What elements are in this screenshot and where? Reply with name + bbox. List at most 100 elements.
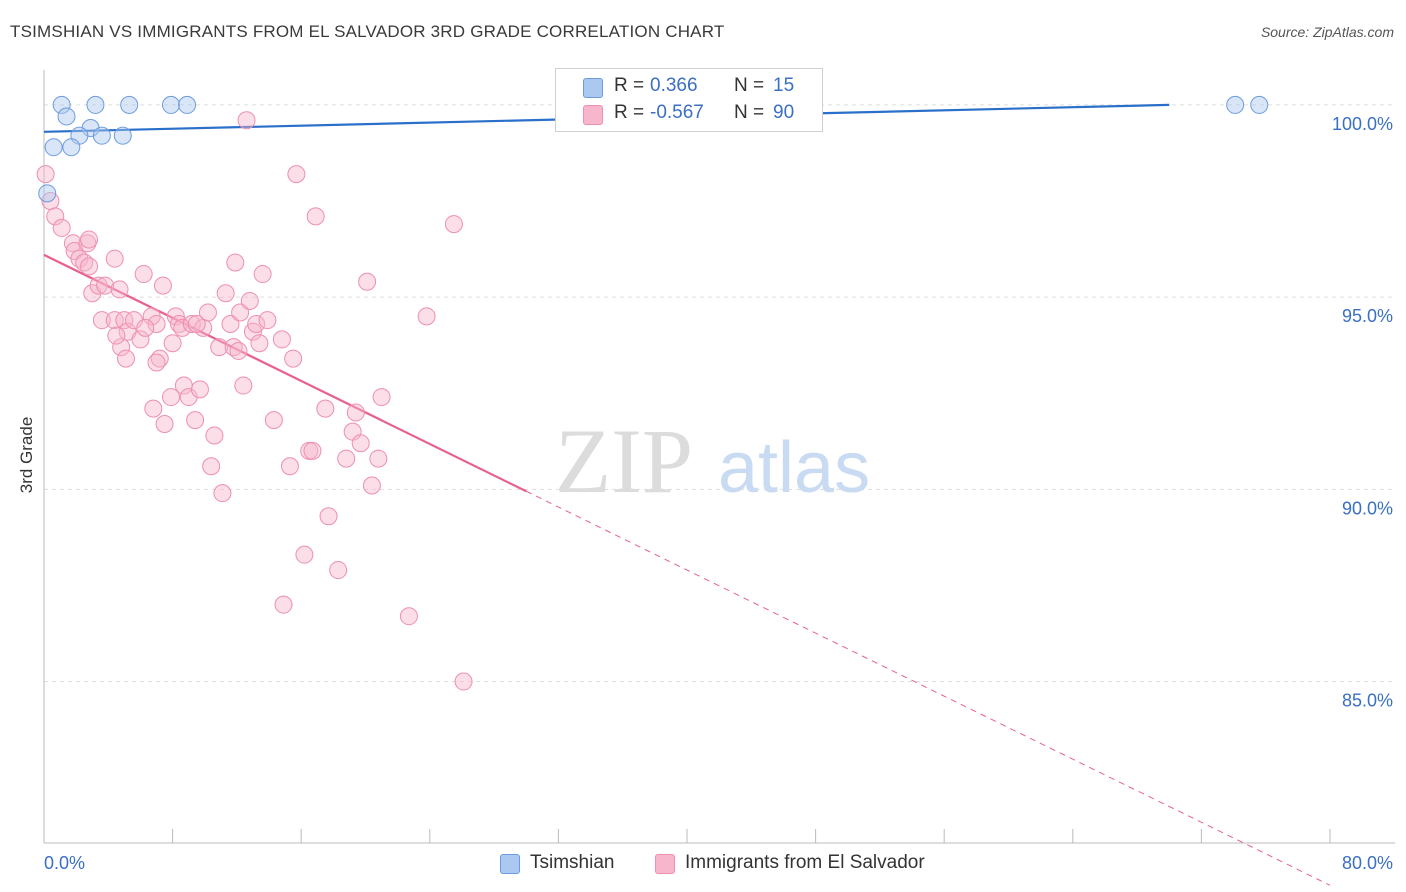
salvador-point xyxy=(258,311,277,330)
salvador-point xyxy=(131,330,150,349)
watermark-zip: ZIP xyxy=(555,410,693,512)
salvador-point xyxy=(337,449,356,468)
legend-n-label: N = xyxy=(734,75,765,96)
salvador-point xyxy=(399,607,418,626)
chart-title: TSIMSHIAN VS IMMIGRANTS FROM EL SALVADOR… xyxy=(10,22,725,41)
salvador-point xyxy=(253,265,272,284)
salvador-point xyxy=(240,291,259,310)
tsimshian-point xyxy=(62,138,81,157)
salvador-point xyxy=(287,165,306,184)
tsimshian-point xyxy=(57,107,76,126)
salvador-point xyxy=(107,326,126,345)
tsimshian-point xyxy=(113,126,132,145)
salvador-point xyxy=(89,276,108,295)
salvador-point xyxy=(46,207,65,226)
correlation-legend: R = 0.366 N = 15 R = -0.567 N = 90 xyxy=(555,68,823,132)
salvador-point xyxy=(186,411,205,430)
tsimshian-point xyxy=(161,95,180,114)
y-tick-label: 95.0% xyxy=(1342,306,1393,326)
salvador-point xyxy=(274,595,293,614)
salvador-point xyxy=(205,426,224,445)
axes xyxy=(43,70,1395,844)
x-tick-label-min: 0.0% xyxy=(44,853,85,873)
tsimshian-point xyxy=(1250,95,1269,114)
salvador-point xyxy=(272,330,291,349)
tsimshian-point xyxy=(52,95,71,114)
salvador-point xyxy=(173,318,192,337)
salvador-point xyxy=(221,315,240,334)
salvador-point xyxy=(198,303,217,322)
salvador-point xyxy=(190,380,209,399)
salvador-point xyxy=(116,349,135,368)
legend-r-label: R = xyxy=(614,75,645,96)
salvador-point xyxy=(316,399,335,418)
salvador-point xyxy=(372,388,391,407)
legend-r-label: R = xyxy=(614,102,645,123)
salvador-point xyxy=(229,341,248,360)
salvador-point xyxy=(52,218,71,237)
tsimshian-point xyxy=(92,126,111,145)
salvador-point xyxy=(105,311,124,330)
tsimshian-point xyxy=(1226,95,1245,114)
salvador-point xyxy=(362,476,381,495)
legend-swatch-salvador xyxy=(655,854,675,874)
salvador-point xyxy=(444,215,463,234)
y-tick-label: 90.0% xyxy=(1342,498,1393,518)
salvador-point xyxy=(213,484,232,503)
tsimshian-point xyxy=(120,95,139,114)
y-axis-title: 3rd Grade xyxy=(17,417,36,494)
source-label: Source: ZipAtlas.com xyxy=(1260,24,1394,40)
tsimshian-point xyxy=(178,95,197,114)
salvador-point xyxy=(134,265,153,284)
salvador-point xyxy=(147,315,166,334)
legend-label-salvador: Immigrants from El Salvador xyxy=(685,852,925,873)
salvador-point xyxy=(295,545,314,564)
x-tick-label-max: 80.0% xyxy=(1342,853,1393,873)
legend-swatch-salvador xyxy=(583,105,603,125)
salvador-point xyxy=(147,353,166,372)
y-tick-label: 85.0% xyxy=(1342,691,1393,711)
tsimshian-point xyxy=(44,138,63,157)
salvador-point xyxy=(96,276,115,295)
watermark-atlas: atlas xyxy=(718,428,870,508)
salvador-point xyxy=(250,334,269,353)
salvador-point xyxy=(264,411,283,430)
y-tick-label: 100.0% xyxy=(1332,114,1393,134)
salvador-point xyxy=(187,315,206,334)
salvador-trend-line-solid xyxy=(43,253,527,493)
salvador-point xyxy=(105,249,124,268)
salvador-point xyxy=(417,307,436,326)
legend-swatch-tsimshian xyxy=(583,78,603,98)
salvador-point xyxy=(210,338,229,357)
salvador-point xyxy=(163,334,182,353)
legend-swatch-tsimshian xyxy=(500,854,520,874)
y-tick-labels: 100.0% 95.0% 90.0% 85.0% xyxy=(1332,114,1393,711)
salvador-point xyxy=(155,414,174,433)
salvador-point xyxy=(80,230,99,249)
salvador-trend-line-dashed xyxy=(526,490,1331,886)
salvador-point xyxy=(284,349,303,368)
salvador-point xyxy=(247,315,266,334)
salvador-point xyxy=(329,561,348,580)
salvador-point xyxy=(306,207,325,226)
salvador-point xyxy=(358,272,377,291)
salvador-point xyxy=(216,284,235,303)
salvador-point xyxy=(231,303,250,322)
salvador-point xyxy=(280,457,299,476)
salvador-point xyxy=(182,315,201,334)
salvador-point xyxy=(36,165,55,184)
salvador-point xyxy=(110,280,129,299)
salvador-point xyxy=(136,318,155,337)
salvador-point xyxy=(319,507,338,526)
legend-r-value: 0.366 xyxy=(650,75,698,96)
legend-n-label: N = xyxy=(734,102,765,123)
tsimshian-point xyxy=(38,184,57,203)
salvador-point xyxy=(237,111,256,130)
legend-n-value: 15 xyxy=(773,75,795,96)
salvador-point xyxy=(161,388,180,407)
series-salvador-points xyxy=(36,111,473,691)
salvador-point xyxy=(226,253,245,272)
salvador-point xyxy=(153,276,172,295)
salvador-point xyxy=(346,403,365,422)
